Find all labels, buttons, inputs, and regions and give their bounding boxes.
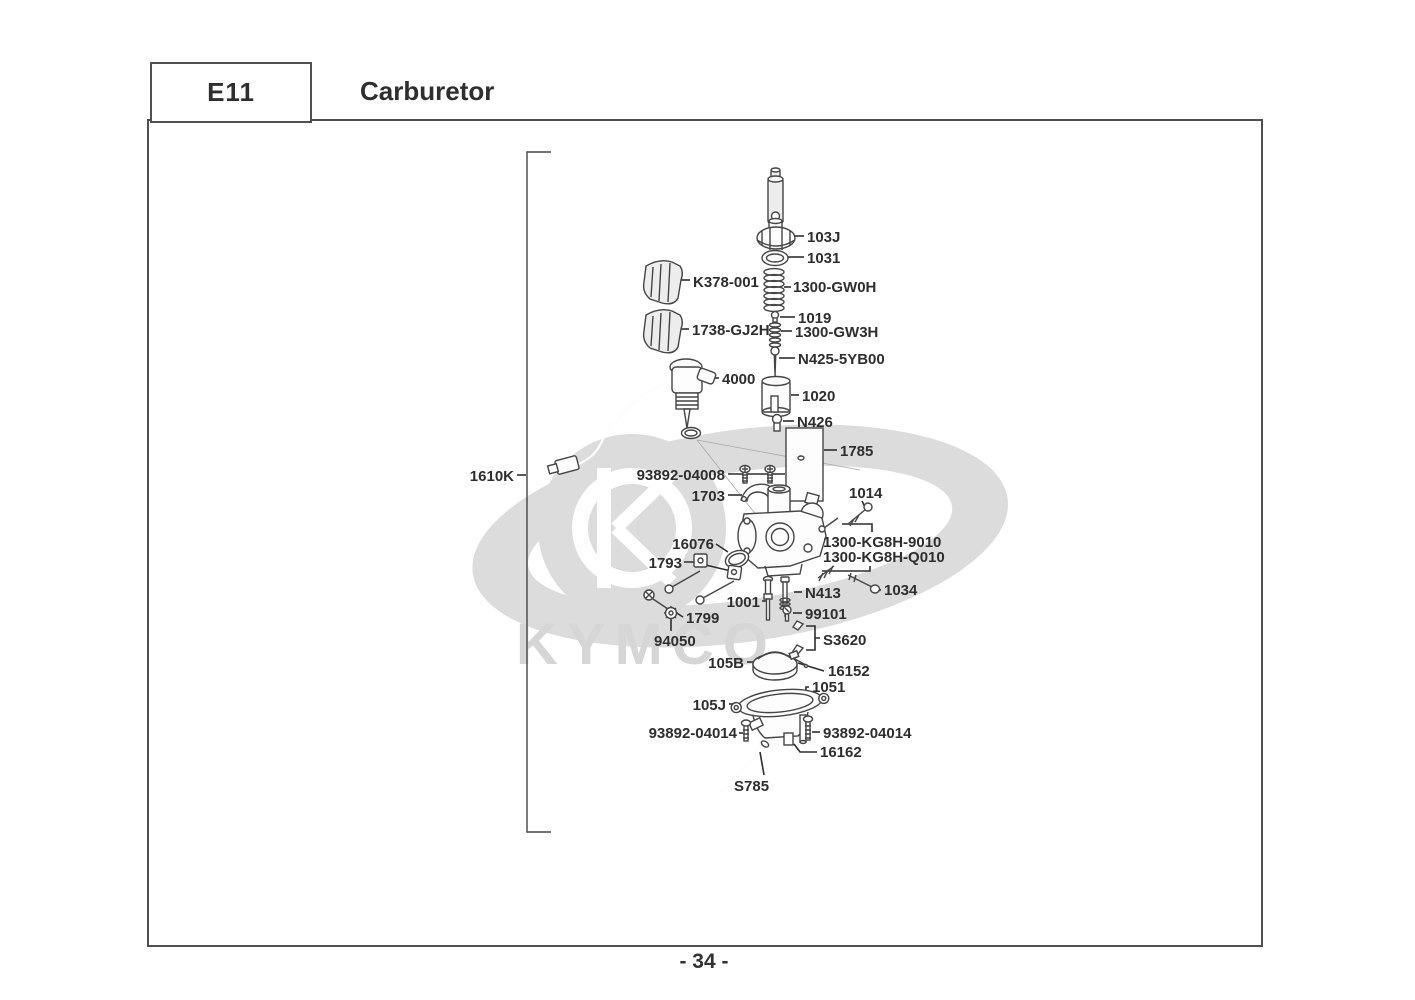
part-label-16076: 16076 (672, 536, 714, 553)
part-label-105b: 105B (708, 655, 744, 672)
part-label-n413: N413 (805, 585, 841, 602)
jet-1001-drawing (762, 575, 774, 621)
screw-1014-drawing (847, 502, 873, 527)
part-label-n425-5yb00: N425-5YB00 (798, 351, 885, 368)
part-label-93892-04014: 93892-04014 (649, 725, 738, 742)
part-label-1031: 1031 (807, 250, 840, 267)
tube-box-1785-drawing (785, 427, 824, 502)
part-label-n426: N426 (797, 414, 833, 431)
screw-1034-drawing (847, 572, 881, 594)
section-code-box: E11 (150, 62, 312, 123)
part-label-k378-001: K378-001 (693, 274, 759, 291)
part-label-93892-04008: 93892-04008 (637, 467, 725, 484)
throttle-slide-1020-drawing (761, 375, 791, 418)
part-label-1001: 1001 (727, 594, 760, 611)
oring-1031-drawing (761, 249, 789, 267)
part-label-1300-kg8h-9010: 1300-KG8H-9010 (823, 534, 941, 551)
adjuster-1793-drawing (664, 553, 743, 605)
part-label-93892-04014: 93892-04014 (823, 725, 912, 742)
page-title: Carburetor (360, 76, 495, 106)
part-label-1703: 1703 (692, 488, 725, 505)
part-label-1020: 1020 (802, 388, 835, 405)
part-label-1300-kg8h-q010: 1300-KG8H-Q010 (823, 549, 945, 566)
float-bowl-105j-drawing (730, 688, 830, 746)
part-label-1785: 1785 (840, 443, 873, 460)
part-label-105j: 105J (693, 697, 726, 714)
part-label-1300-gw0h: 1300-GW0H (793, 279, 876, 296)
float-105b-drawing (752, 649, 800, 681)
group-bracket-1610k (526, 151, 551, 833)
part-label-16152: 16152 (828, 663, 870, 680)
part-label-1300-gw3h: 1300-GW3H (795, 324, 878, 341)
screws-93892-04008-drawing (739, 464, 776, 484)
screw-kg8h-9010-drawing (818, 517, 839, 533)
part-label-1799: 1799 (686, 610, 719, 627)
drain-tube-s785-drawing (720, 740, 770, 793)
part-label-s785: S785 (734, 778, 769, 795)
spring-gw0h-drawing (763, 267, 785, 313)
part-label-4000: 4000 (722, 371, 755, 388)
screw-99101-drawing (782, 605, 792, 622)
part-label-16162: 16162 (820, 744, 862, 761)
auto-bystarter-4000-drawing (546, 358, 717, 475)
part-label-1051: 1051 (812, 679, 845, 696)
part-label-103j: 103J (807, 229, 840, 246)
part-label-99101: 99101 (805, 606, 847, 623)
part-label-94050: 94050 (654, 633, 696, 650)
section-code: E11 (207, 77, 255, 107)
screw-1799-drawing (643, 589, 669, 610)
screw-93892-04014-right-drawing (802, 715, 814, 741)
part-label-1014: 1014 (849, 485, 883, 502)
top-cap-103j-drawing (756, 211, 796, 250)
spring-seat-1019-drawing (770, 310, 780, 323)
rubber-cover-k378-drawing (642, 259, 683, 305)
jet-needle-n425-drawing (770, 346, 780, 381)
alignment-lines (696, 439, 861, 517)
spring-gw3h-drawing (768, 322, 782, 348)
part-label-1793: 1793 (649, 555, 682, 572)
float-pin-16152-drawing (792, 657, 809, 669)
nut-94050-drawing (664, 606, 678, 620)
part-label-1738-gj2h: 1738-GJ2H (692, 322, 770, 339)
screw-93892-04014-left-drawing (740, 719, 752, 742)
carburetor-body-drawing (737, 484, 827, 577)
rubber-cover-1738-drawing (642, 308, 683, 354)
needle-holder-n426-drawing (771, 413, 783, 432)
plug-kg8h-q010-drawing (817, 565, 835, 582)
page-number: - 34 - (679, 950, 729, 973)
part-label-1610k: 1610K (470, 468, 514, 485)
part-label-1019: 1019 (798, 310, 831, 327)
leader-lines (517, 235, 881, 776)
bystarter-oring-drawing (680, 426, 702, 440)
kymco-watermark-text: KYMCO (516, 612, 777, 677)
part-label-s3620: S3620 (823, 632, 866, 649)
part-label-1034: 1034 (884, 582, 918, 599)
clip-s3620-drawing (792, 620, 805, 655)
